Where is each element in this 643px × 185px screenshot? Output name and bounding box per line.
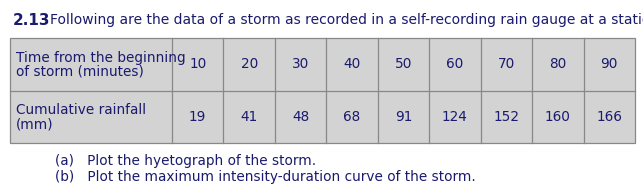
Text: 124: 124 [442,110,468,124]
Text: 160: 160 [545,110,571,124]
Text: (b)   Plot the maximum intensity-duration curve of the storm.: (b) Plot the maximum intensity-duration … [55,169,476,184]
Text: 30: 30 [292,57,309,71]
Text: (mm): (mm) [16,117,53,131]
Text: 48: 48 [292,110,309,124]
Text: 166: 166 [596,110,622,124]
Text: 20: 20 [240,57,258,71]
Text: 40: 40 [343,57,361,71]
Text: 152: 152 [493,110,520,124]
Text: of storm (minutes): of storm (minutes) [16,65,144,79]
Text: 2.13: 2.13 [13,13,51,28]
Bar [10,38,635,143]
Text: 80: 80 [549,57,566,71]
Bar [10,38,635,143]
Text: (a)   Plot the hyetograph of the storm.: (a) Plot the hyetograph of the storm. [55,154,316,169]
Text: 68: 68 [343,110,361,124]
Text: 60: 60 [446,57,464,71]
Text: 41: 41 [240,110,258,124]
Text: Following are the data of a storm as recorded in a self-recording rain gauge at : Following are the data of a storm as rec… [50,13,643,27]
Text: 10: 10 [189,57,206,71]
Text: 19: 19 [189,110,206,124]
Text: Time from the beginning: Time from the beginning [16,51,186,65]
Text: 70: 70 [498,57,515,71]
Text: 50: 50 [395,57,412,71]
Text: 90: 90 [601,57,618,71]
Text: 91: 91 [395,110,412,124]
Text: Cumulative rainfall: Cumulative rainfall [16,103,146,117]
